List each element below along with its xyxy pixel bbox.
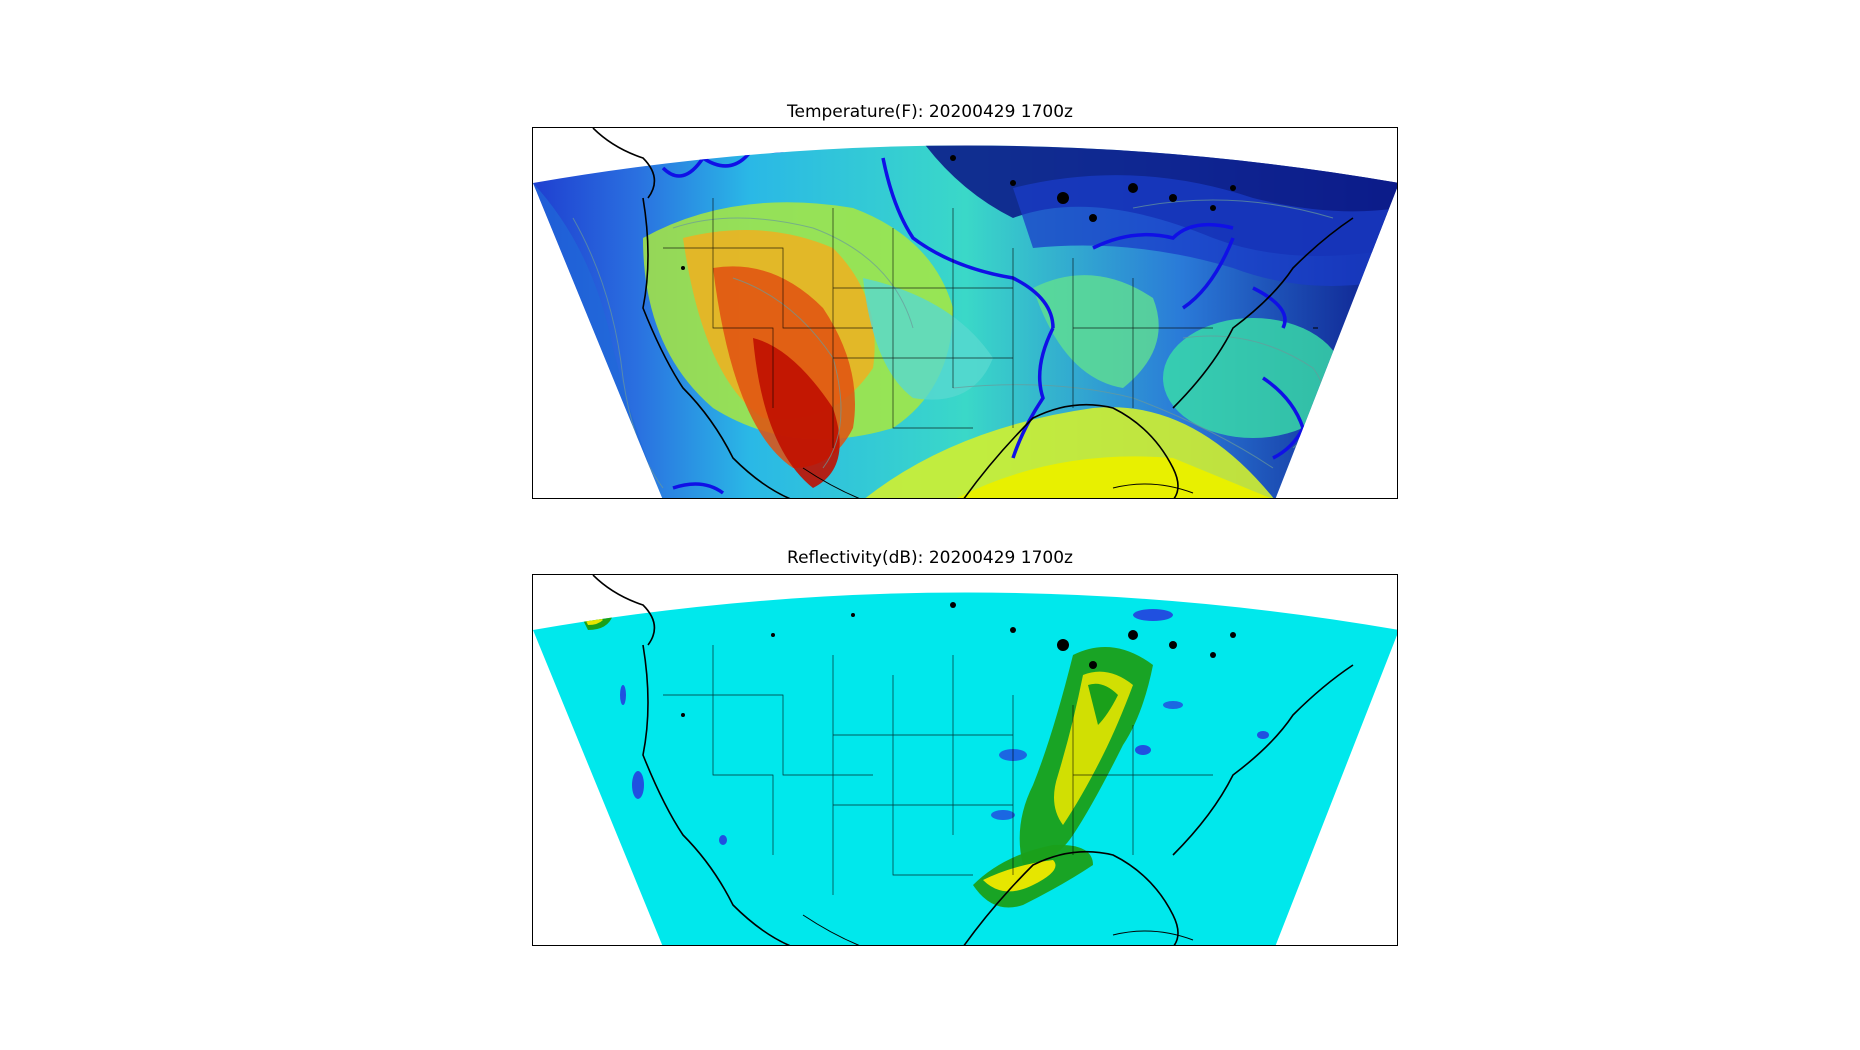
coastline: [592, 575, 1354, 945]
temperature-map: [532, 127, 1398, 499]
freezing-contours: [661, 145, 1305, 495]
lakes: [681, 602, 1236, 717]
outside-domain-coast: [802, 914, 1194, 945]
temperature-field: [533, 145, 1397, 498]
temperature-panel-title: Temperature(F): 20200429 1700z: [787, 102, 1073, 122]
coastline: [592, 128, 1354, 498]
state-borders: [663, 198, 1213, 448]
light-echoes: [620, 609, 1269, 845]
outside-domain-coast: [802, 327, 1318, 498]
reflectivity-field: [533, 592, 1397, 945]
reflectivity-map-canvas: [533, 575, 1397, 945]
reflectivity-map: [532, 574, 1398, 946]
reflectivity-panel-title: Reflectivity(dB): 20200429 1700z: [787, 548, 1073, 568]
temperature-map-canvas: [533, 128, 1397, 498]
state-borders: [663, 645, 1213, 895]
lakes: [681, 155, 1236, 270]
